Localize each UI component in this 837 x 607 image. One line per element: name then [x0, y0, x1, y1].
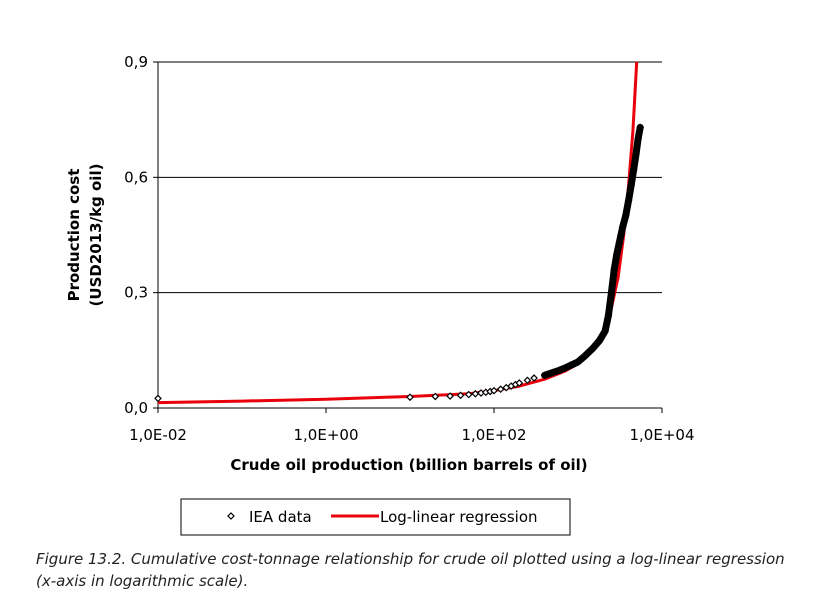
- iea-data-point-6: [471, 389, 480, 398]
- iea-data-point-0: [154, 394, 162, 403]
- iea-data-point-1: [406, 393, 414, 402]
- x-tick-label-0: 1,0E-02: [129, 426, 187, 444]
- iea-data-dense-band: [541, 123, 644, 379]
- gridlines: [158, 61, 662, 294]
- y-tick-label-0: 0,0: [124, 399, 148, 417]
- figure-caption: Figure 13.2. Cumulative cost-tonnage rel…: [36, 550, 785, 590]
- y-tick-labels: 0,0 0,3 0,6 0,9: [124, 53, 148, 417]
- y-tick-label-3: 0,9: [124, 53, 148, 71]
- iea-data-point-2: [431, 392, 440, 401]
- x-axis-title: Crude oil production (billion barrels of…: [230, 456, 587, 474]
- legend-label-iea-data: IEA data: [249, 508, 312, 526]
- iea-data-point-17: [530, 374, 538, 382]
- y-tick-label-1: 0,3: [124, 284, 148, 302]
- legend: IEA data Log-linear regression: [180, 498, 571, 536]
- x-tick-label-2: 1,0E+02: [462, 426, 527, 444]
- iea-data-point-10: [490, 386, 498, 395]
- y-tick-label-2: 0,6: [124, 168, 148, 186]
- iea-data-point-3: [446, 392, 454, 400]
- plot-area: [154, 61, 645, 405]
- x-tick-label-1: 1,0E+00: [294, 426, 359, 444]
- iea-data-point-4: [456, 391, 465, 400]
- iea-data-point-15: [515, 379, 524, 387]
- legend-diamond-icon: [227, 512, 235, 520]
- axes: [153, 61, 663, 413]
- iea-data-point-5: [464, 390, 473, 399]
- regression-line: [157, 61, 639, 405]
- x-tick-label-3: 1,0E+04: [630, 426, 695, 444]
- legend-label-regression: Log-linear regression: [380, 508, 538, 526]
- iea-data-point-16: [523, 376, 532, 385]
- iea-data-point-11: [496, 385, 505, 394]
- y-axis-title-line1: Production cost: [65, 169, 83, 302]
- y-axis-title-line2: (USD2013/kg oil): [87, 164, 105, 307]
- x-tick-labels: 1,0E-02 1,0E+00 1,0E+02 1,0E+04: [129, 426, 694, 444]
